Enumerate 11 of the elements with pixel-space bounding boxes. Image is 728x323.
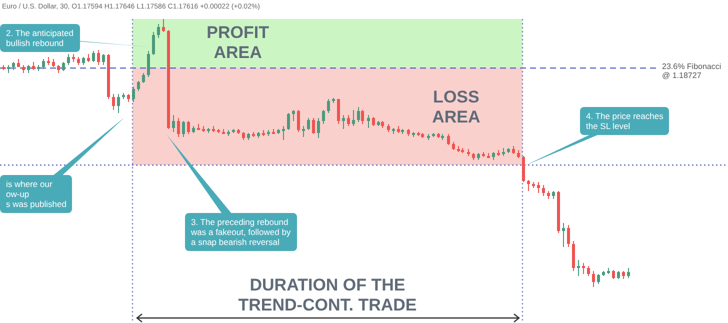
annotation: 4. The price reaches the SL level — [580, 107, 670, 135]
band-label: PROFIT AREA — [206, 23, 270, 62]
speech-bubble: 4. The price reaches the SL level — [524, 107, 670, 166]
band-label: LOSS AREA — [432, 88, 480, 127]
annotation: DURATION OF THE TREND-CONT. TRADE — [238, 276, 417, 315]
annotation: 2. The anticipated bullish rebound — [0, 24, 80, 52]
annotation: 3. The preceding rebound was a fakeout, followed by a snap bearish reversal — [185, 213, 297, 251]
speech-bubble: is where our ow-up s was published — [0, 117, 125, 213]
ref-line-label: 23.6% Fibonacci @ 1.18727 — [662, 62, 722, 80]
speech-bubble: 3. The preceding rebound was a fakeout, followed by a snap bearish reversal — [167, 135, 297, 251]
annotation: is where our ow-up s was published — [0, 175, 72, 213]
